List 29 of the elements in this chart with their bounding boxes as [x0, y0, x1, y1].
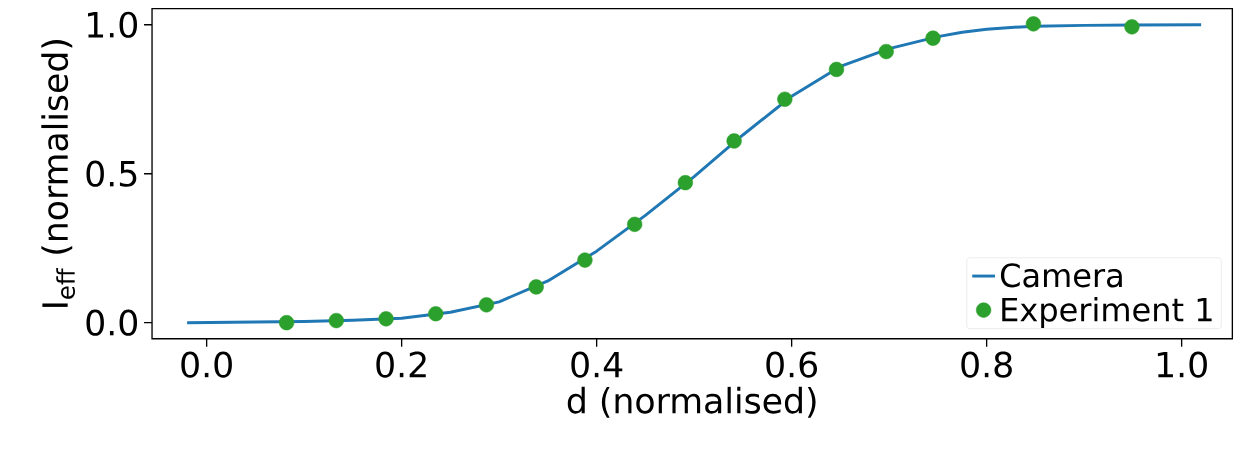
point	[428, 305, 444, 322]
point	[1025, 16, 1042, 32]
point	[1124, 19, 1140, 35]
y-tick-label: 1.0	[87, 11, 138, 38]
x-tick-label: 0.8	[961, 351, 1012, 378]
x-axis-title: d (normalised)	[567, 386, 816, 418]
y-axis-title: I$_{eff}$ (normalised)	[41, 39, 76, 307]
x-tick-label: 1.0	[1157, 351, 1207, 378]
point	[828, 61, 845, 77]
y-tick-label: 0.5	[86, 160, 137, 187]
x-tick-label: 0.0	[181, 351, 232, 378]
point	[328, 312, 344, 328]
point	[925, 30, 941, 46]
point	[528, 279, 544, 295]
point	[378, 310, 394, 327]
x-tick-label: 0.6	[766, 351, 818, 378]
x-tick-label: 0.2	[376, 351, 426, 378]
point	[577, 252, 593, 268]
y-tick-label: 0.0	[86, 309, 138, 336]
legend-label: Experiment 1	[1002, 296, 1212, 328]
legend-label: Camera	[1000, 262, 1122, 288]
point	[627, 216, 643, 232]
point	[677, 174, 693, 191]
point	[478, 296, 495, 313]
point	[777, 91, 793, 107]
point	[278, 314, 295, 331]
point	[878, 43, 894, 59]
x-tick-label: 0.4	[571, 351, 623, 378]
point	[726, 133, 742, 149]
